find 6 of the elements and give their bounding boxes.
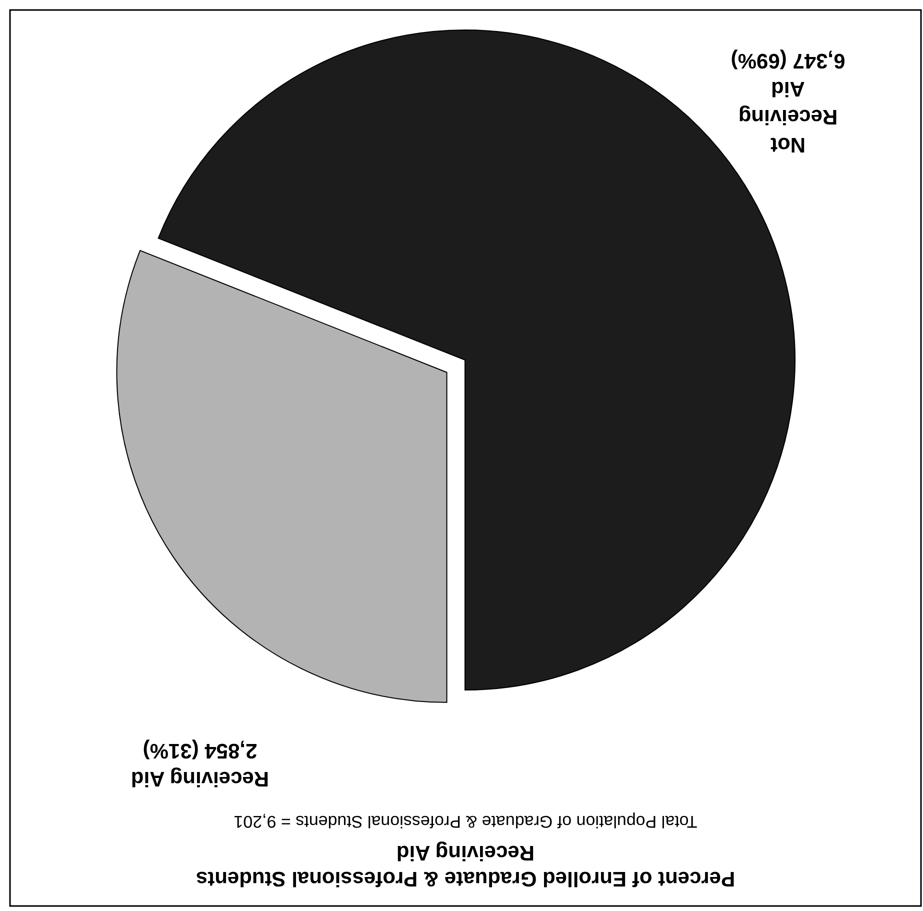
data-label: 6,347 (69%) (730, 49, 846, 72)
slice-label: Receiving Aid (130, 767, 270, 790)
text: Total Population of Graduate & Professional Students = 9,201 (234, 812, 698, 831)
text: Percent of Enrolled Graduate & Professional Students Receiving Aid (196, 841, 736, 890)
data-label: 2,854 (31%) (142, 739, 258, 762)
slice-label: Not Receiving Aid (738, 77, 838, 156)
